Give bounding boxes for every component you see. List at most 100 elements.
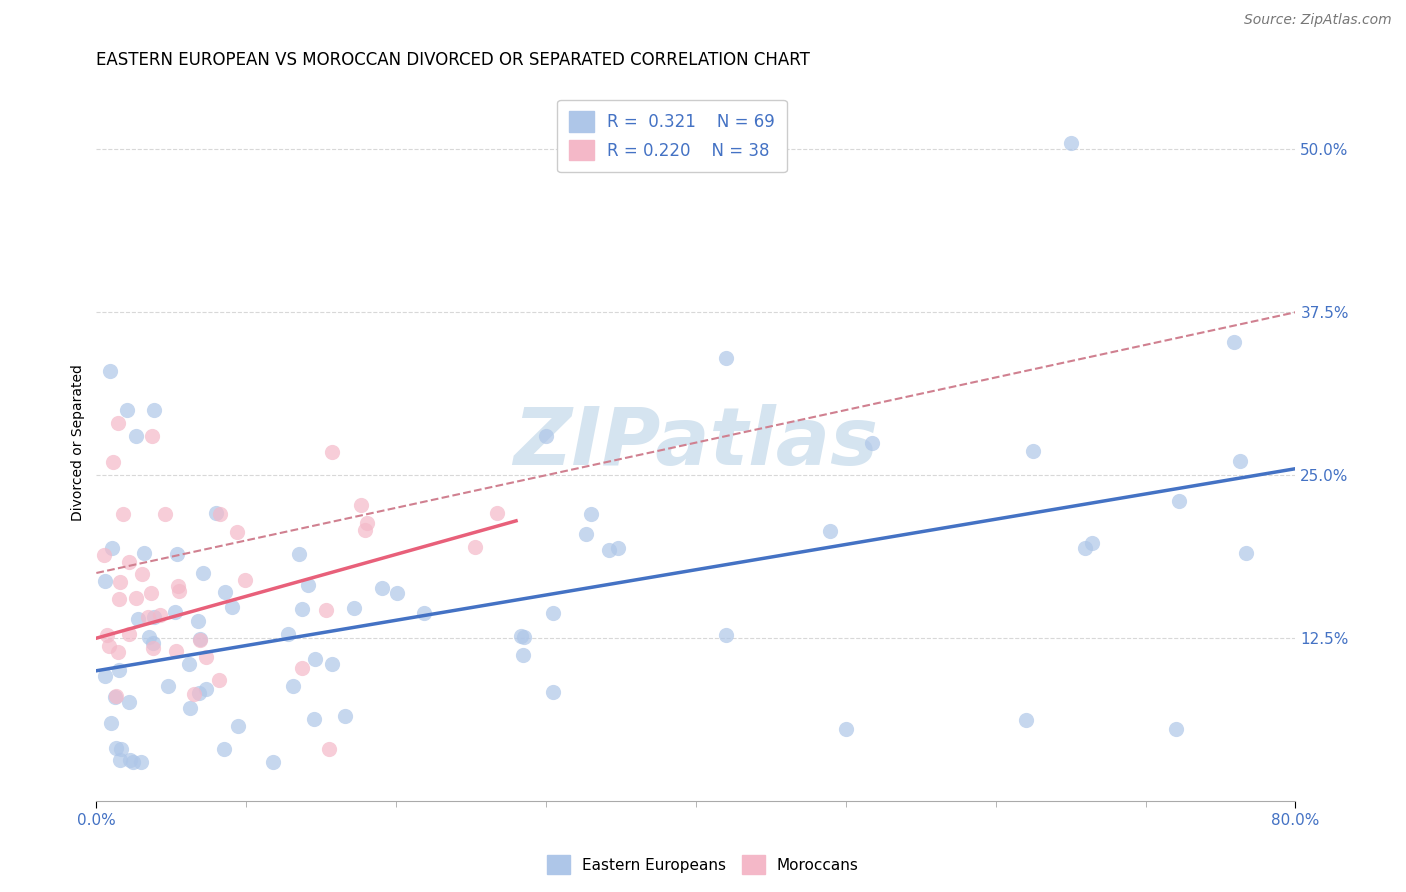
- Point: [104, 741, 127, 756]
- Point: [100, 364, 122, 378]
- Point: [205, 506, 228, 520]
- Point: [315, 603, 337, 617]
- Point: [115, 403, 138, 417]
- Point: [297, 578, 319, 592]
- Point: [166, 547, 188, 561]
- Point: [195, 649, 218, 664]
- Point: [97, 639, 120, 653]
- Point: [125, 429, 148, 443]
- Point: [193, 566, 215, 580]
- Point: [818, 524, 841, 539]
- Point: [1081, 536, 1104, 550]
- Point: [93, 549, 115, 563]
- Point: [118, 627, 141, 641]
- Point: [283, 679, 305, 693]
- Point: [607, 541, 630, 555]
- Point: [1164, 723, 1187, 737]
- Point: [108, 575, 131, 590]
- Point: [183, 687, 205, 701]
- Point: [1014, 714, 1036, 728]
- Point: [512, 648, 534, 662]
- Legend: Eastern Europeans, Moroccans: Eastern Europeans, Moroccans: [541, 849, 865, 880]
- Point: [131, 755, 153, 769]
- Text: EASTERN EUROPEAN VS MOROCCAN DIVORCED OR SEPARATED CORRELATION CHART: EASTERN EUROPEAN VS MOROCCAN DIVORCED OR…: [97, 51, 810, 69]
- Point: [343, 600, 366, 615]
- Point: [485, 506, 508, 520]
- Point: [288, 547, 311, 561]
- Point: [860, 435, 883, 450]
- Point: [108, 753, 131, 767]
- Point: [101, 455, 124, 469]
- Point: [163, 605, 186, 619]
- Point: [1168, 494, 1191, 508]
- Point: [464, 540, 486, 554]
- Point: [141, 429, 163, 443]
- Point: [302, 712, 325, 726]
- Point: [136, 610, 159, 624]
- Point: [1234, 546, 1257, 560]
- Point: [318, 742, 340, 756]
- Point: [543, 684, 565, 698]
- Point: [212, 741, 235, 756]
- Point: [304, 652, 326, 666]
- Text: Source: ZipAtlas.com: Source: ZipAtlas.com: [1244, 13, 1392, 28]
- Point: [1022, 443, 1045, 458]
- Point: [107, 592, 129, 607]
- Point: [262, 755, 284, 769]
- Point: [353, 523, 375, 537]
- Point: [96, 628, 118, 642]
- Point: [321, 657, 343, 672]
- Point: [208, 673, 231, 688]
- Point: [131, 567, 153, 582]
- Point: [412, 606, 434, 620]
- Point: [142, 636, 165, 650]
- Point: [141, 586, 163, 600]
- Point: [153, 508, 176, 522]
- Point: [125, 591, 148, 605]
- Point: [169, 583, 191, 598]
- Point: [143, 610, 166, 624]
- Point: [575, 526, 598, 541]
- Point: [188, 632, 211, 647]
- Point: [541, 606, 564, 620]
- Point: [194, 681, 217, 696]
- Point: [142, 403, 165, 417]
- Point: [226, 524, 249, 539]
- Point: [112, 508, 135, 522]
- Point: [214, 585, 236, 599]
- Point: [321, 444, 343, 458]
- Point: [221, 600, 243, 615]
- Point: [122, 755, 145, 769]
- Point: [1229, 453, 1251, 467]
- Point: [165, 644, 187, 658]
- Point: [157, 679, 180, 693]
- Point: [188, 686, 211, 700]
- Point: [333, 709, 356, 723]
- Point: [107, 645, 129, 659]
- Point: [209, 508, 232, 522]
- Point: [714, 628, 737, 642]
- Point: [1059, 136, 1081, 150]
- Point: [513, 630, 536, 644]
- Point: [118, 555, 141, 569]
- Point: [94, 574, 117, 589]
- Point: [100, 716, 122, 731]
- Point: [142, 640, 165, 655]
- Point: [371, 581, 394, 595]
- Point: [138, 630, 160, 644]
- Point: [385, 586, 408, 600]
- Point: [107, 663, 129, 677]
- Point: [118, 753, 141, 767]
- Point: [107, 416, 129, 430]
- Point: [104, 690, 127, 704]
- Point: [190, 632, 212, 646]
- Point: [179, 657, 201, 671]
- Y-axis label: Divorced or Separated: Divorced or Separated: [72, 364, 86, 521]
- Point: [1223, 334, 1246, 349]
- Point: [118, 695, 141, 709]
- Point: [1074, 541, 1097, 555]
- Point: [110, 742, 132, 756]
- Point: [187, 614, 209, 628]
- Point: [226, 719, 249, 733]
- Point: [835, 723, 858, 737]
